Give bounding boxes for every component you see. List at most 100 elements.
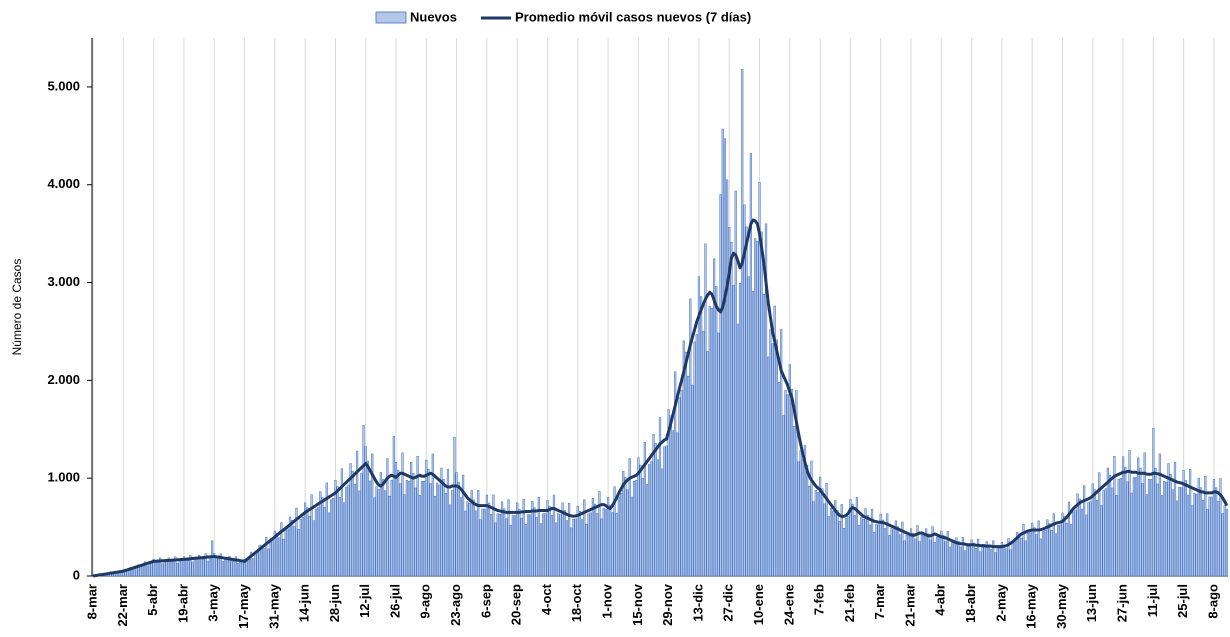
bar — [1035, 534, 1038, 577]
bar — [624, 477, 627, 577]
bar — [442, 479, 445, 577]
x-tick-label: 5-abr — [145, 584, 160, 616]
bar — [901, 521, 904, 577]
bar — [799, 450, 802, 577]
bar — [492, 494, 495, 577]
bar — [236, 563, 240, 577]
bar — [593, 503, 597, 577]
bar — [940, 530, 943, 577]
bar — [1091, 483, 1094, 577]
bar — [334, 480, 337, 577]
bar — [1015, 531, 1019, 577]
bar — [734, 190, 737, 577]
bar — [539, 523, 543, 577]
bar — [436, 482, 439, 577]
bar — [931, 526, 934, 577]
bar — [626, 489, 629, 577]
bar — [819, 476, 822, 577]
x-tick-label: 31-may — [266, 583, 281, 629]
bar — [1033, 527, 1036, 577]
bar — [420, 480, 424, 577]
bar — [771, 343, 774, 577]
bar — [1128, 450, 1131, 577]
bar — [630, 496, 633, 577]
bar — [842, 528, 846, 577]
bar — [1180, 487, 1183, 577]
bar — [598, 491, 601, 577]
bar — [873, 531, 876, 577]
bar — [358, 490, 361, 577]
bar — [996, 547, 999, 577]
bar — [1115, 495, 1118, 577]
x-tick-label: 15-nov — [630, 583, 645, 626]
bar — [490, 514, 493, 577]
bar — [154, 560, 157, 577]
bar — [202, 559, 205, 577]
bar — [825, 483, 828, 577]
bar — [851, 503, 854, 577]
bar — [589, 512, 592, 577]
bar — [1193, 492, 1196, 577]
bar — [1050, 529, 1053, 577]
y-tick-label: 0 — [73, 567, 80, 582]
bar — [1126, 481, 1129, 577]
bar — [1059, 524, 1062, 577]
bar — [535, 517, 538, 577]
bar — [1065, 522, 1068, 577]
bar — [156, 562, 160, 577]
bar — [853, 515, 856, 577]
bar — [204, 553, 207, 577]
bar — [1082, 485, 1086, 577]
bar — [394, 462, 398, 577]
bar — [552, 494, 556, 577]
x-tick-label: 29-nov — [660, 583, 675, 626]
bar — [317, 507, 320, 577]
bar — [972, 542, 975, 577]
bar — [288, 516, 292, 577]
bar — [360, 472, 363, 577]
bar — [747, 276, 750, 577]
x-tick-label: 21-feb — [842, 584, 857, 622]
x-tick-label: 7-mar — [872, 584, 887, 619]
bar — [948, 546, 952, 577]
bar — [1031, 522, 1034, 577]
bar — [464, 510, 467, 577]
bar — [481, 508, 484, 577]
bar — [682, 340, 685, 577]
bar — [899, 534, 902, 577]
bar — [544, 513, 547, 577]
bar — [1080, 508, 1084, 577]
bar — [297, 529, 300, 577]
bar — [689, 298, 692, 577]
bar — [418, 495, 421, 577]
bar — [795, 390, 798, 577]
bar — [767, 356, 770, 577]
bar — [974, 547, 978, 577]
bar — [200, 556, 203, 577]
bar — [223, 558, 227, 577]
bar — [907, 535, 910, 577]
bar — [217, 558, 220, 577]
bar — [881, 519, 884, 577]
bar — [831, 510, 835, 577]
bar — [1202, 500, 1205, 577]
bar — [474, 510, 478, 577]
bar — [1145, 494, 1148, 577]
bar — [221, 561, 225, 577]
bar — [459, 497, 463, 577]
y-tick-label: 5.000 — [47, 78, 80, 93]
bar — [507, 499, 510, 577]
bar — [185, 558, 188, 577]
bar — [935, 536, 939, 577]
bar — [252, 558, 255, 577]
bar — [628, 458, 631, 577]
bar — [410, 462, 413, 577]
bar — [1130, 492, 1133, 577]
bar — [745, 226, 748, 577]
bar — [855, 497, 859, 577]
bar — [278, 537, 281, 577]
bar — [1147, 479, 1151, 577]
bar — [654, 443, 657, 577]
bar — [736, 323, 740, 577]
